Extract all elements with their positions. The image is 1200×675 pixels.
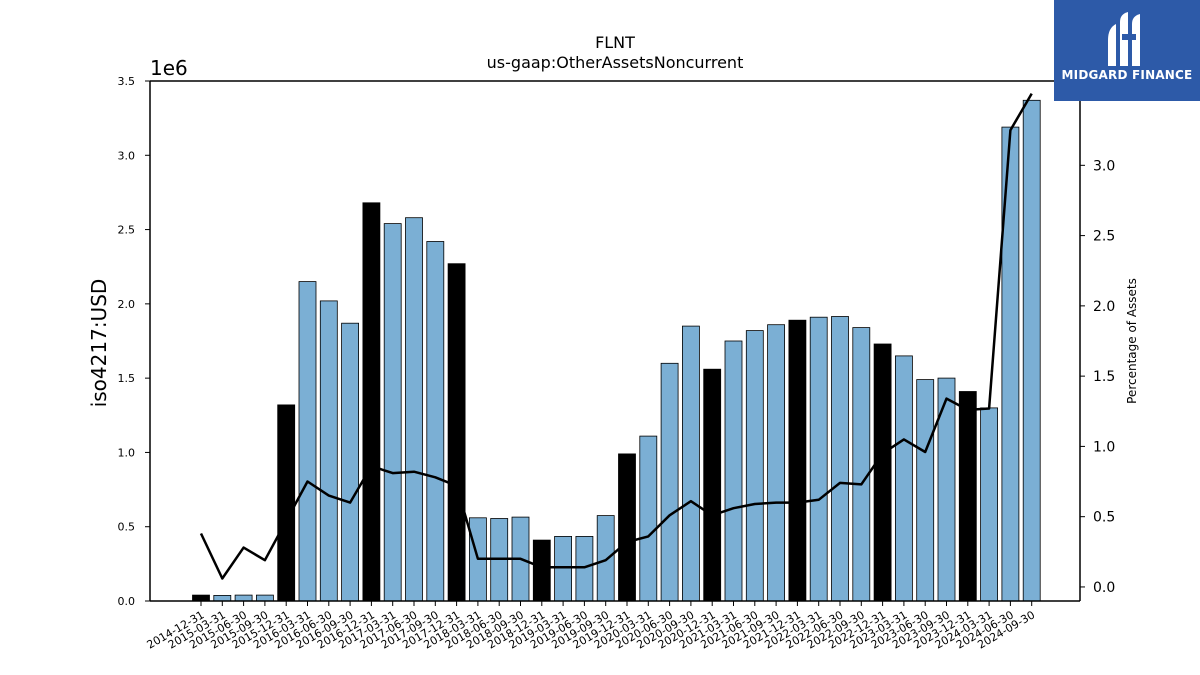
- bar-2017-03-31: [383, 223, 402, 602]
- ytick-label: 3.0: [118, 149, 136, 162]
- y2-axis-label: Percentage of Assets: [1125, 278, 1139, 404]
- bar-2016-12-31: [362, 202, 381, 602]
- bar-2016-06-30: [319, 300, 338, 602]
- y2tick-label: 2.0: [1093, 299, 1115, 315]
- bar-2024-09-30: [1022, 99, 1041, 602]
- bar-2022-03-31: [809, 316, 828, 602]
- ytick-label: 2.0: [118, 298, 136, 311]
- bar-2018-12-31: [532, 539, 551, 602]
- ytick-label: 3.5: [118, 75, 136, 88]
- y-offset-text: 1e6: [150, 56, 188, 80]
- y2tick-label: 1.0: [1093, 439, 1115, 455]
- bar-2020-12-31: [703, 368, 722, 602]
- bar-2019-09-30: [596, 515, 615, 602]
- left-y-ticks: 0.0 0.5 1.0 1.5 2.0 2.5 3.0 3.5: [118, 75, 150, 608]
- midgard-logo-icon: [1108, 12, 1140, 66]
- ytick-label: 0.0: [118, 595, 136, 608]
- bar-2017-06-30: [405, 217, 423, 602]
- y2tick-label: 0.5: [1093, 510, 1115, 526]
- y2tick-label: 0.0: [1093, 580, 1115, 596]
- bar-2022-12-31: [873, 343, 892, 602]
- bar-2020-09-30: [682, 325, 700, 602]
- bar-2021-03-31: [724, 340, 743, 602]
- bar-2016-09-30: [341, 322, 360, 602]
- bar-2020-06-30: [660, 362, 679, 602]
- chart-title: FLNT: [595, 33, 635, 52]
- bar-2017-12-31: [447, 263, 466, 602]
- bar-2024-03-31: [980, 407, 998, 602]
- bar-2015-09-30: [255, 594, 274, 602]
- bar-2020-03-31: [639, 435, 658, 602]
- ytick-label: 1.5: [118, 372, 136, 385]
- bar-2021-06-30: [745, 330, 764, 602]
- bar-2023-06-30: [916, 379, 935, 602]
- bar-2023-03-31: [895, 355, 913, 602]
- bar-2015-06-30: [234, 594, 253, 602]
- right-y-ticks: 0.00.51.01.52.02.53.03.5: [1080, 88, 1115, 596]
- bar-series: [192, 99, 1041, 602]
- percentage-line: [199, 92, 1033, 580]
- bar-2016-03-31: [298, 281, 317, 602]
- bar-2019-12-31: [618, 453, 636, 602]
- y-axis-label: iso4217:USD: [87, 279, 111, 408]
- y2tick-label: 1.5: [1093, 369, 1115, 385]
- bar-2021-12-31: [788, 319, 807, 602]
- bar-2021-09-30: [767, 324, 785, 602]
- brand-logo-text: MIDGARD FINANCE: [1061, 68, 1193, 82]
- bar-2019-03-31: [554, 536, 572, 602]
- ytick-label: 1.0: [118, 446, 136, 459]
- bar-2023-12-31: [958, 391, 977, 602]
- bar-2019-06-30: [575, 536, 594, 602]
- line-series: [199, 92, 1033, 580]
- bar-2015-12-31: [277, 404, 296, 602]
- chart-subtitle: us-gaap:OtherAssetsNoncurrent: [487, 53, 744, 72]
- bar-2015-03-31: [213, 595, 232, 602]
- ytick-label: 2.5: [118, 224, 136, 237]
- ytick-label: 0.5: [118, 521, 136, 534]
- bar-2022-09-30: [852, 327, 871, 602]
- bar-2014-12-31: [192, 594, 210, 602]
- bar-2022-06-30: [831, 316, 849, 602]
- x-ticks: 2014-12-312015-03-312015-06-302015-09-30…: [145, 601, 1037, 652]
- brand-logo: MIDGARD FINANCE: [1054, 0, 1200, 101]
- y2tick-label: 2.5: [1093, 229, 1115, 245]
- bar-2017-09-30: [426, 241, 445, 602]
- y2tick-label: 3.0: [1093, 158, 1115, 174]
